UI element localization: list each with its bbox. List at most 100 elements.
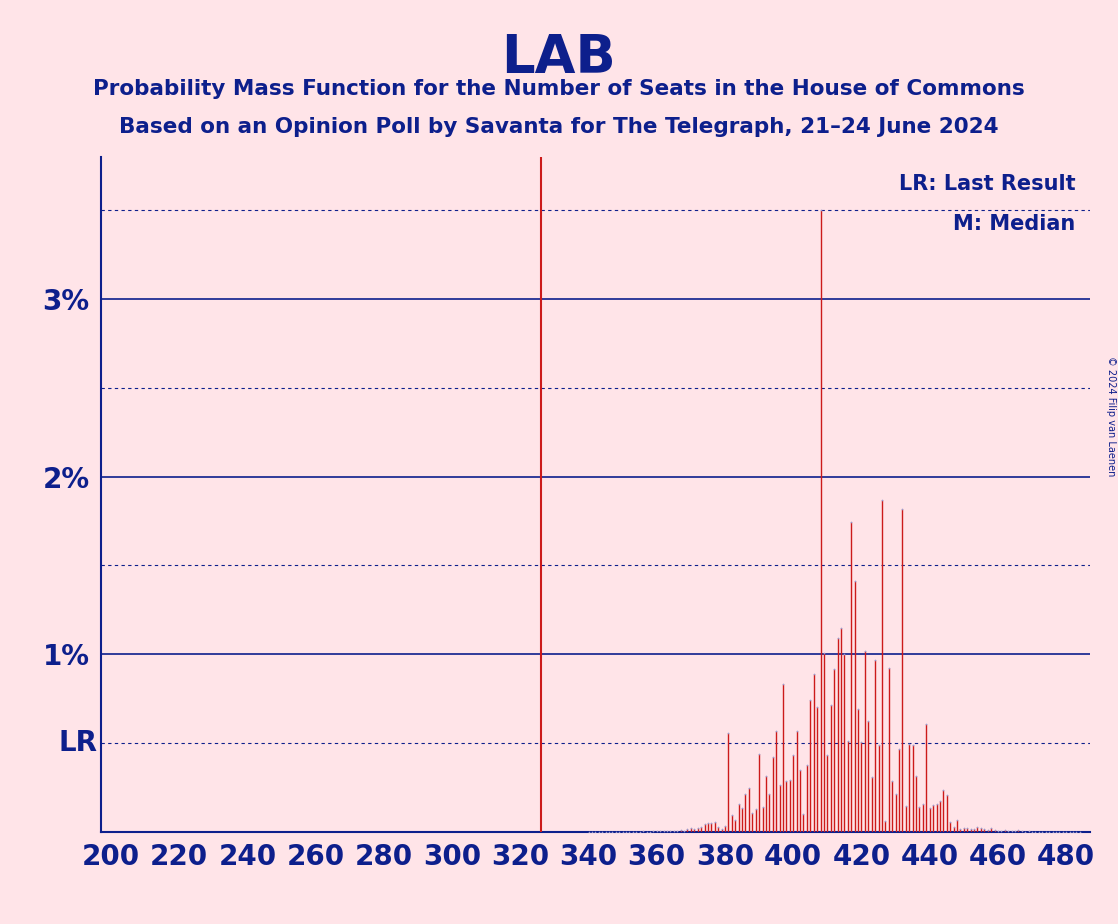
Point bbox=[1043, 824, 1061, 839]
Point bbox=[993, 823, 1011, 838]
Point bbox=[978, 823, 996, 838]
Point bbox=[600, 824, 618, 839]
Point bbox=[594, 824, 612, 839]
Point bbox=[815, 646, 833, 661]
Point bbox=[845, 574, 863, 589]
Text: Probability Mass Function for the Number of Seats in the House of Commons: Probability Mass Function for the Number… bbox=[93, 79, 1025, 99]
Point bbox=[1071, 824, 1089, 839]
Point bbox=[617, 824, 635, 839]
Point bbox=[743, 806, 761, 821]
Point bbox=[856, 643, 874, 658]
Point bbox=[897, 798, 915, 813]
Point bbox=[610, 824, 628, 839]
Point bbox=[853, 736, 871, 750]
Point bbox=[812, 203, 830, 218]
Point bbox=[890, 741, 908, 756]
Point bbox=[1068, 824, 1086, 839]
Point bbox=[723, 808, 741, 822]
Point bbox=[842, 515, 860, 529]
Point bbox=[607, 824, 625, 839]
Point bbox=[975, 821, 993, 836]
Point bbox=[587, 824, 605, 839]
Point bbox=[685, 821, 703, 836]
Point bbox=[1064, 824, 1082, 839]
Text: M: Median: M: Median bbox=[953, 213, 1076, 234]
Point bbox=[1036, 824, 1054, 839]
Point bbox=[788, 724, 806, 739]
Point bbox=[925, 797, 942, 812]
Text: LAB: LAB bbox=[502, 32, 616, 84]
Point bbox=[582, 824, 600, 839]
Point bbox=[1051, 824, 1069, 839]
Point bbox=[1040, 824, 1058, 839]
Point bbox=[802, 692, 819, 707]
Point bbox=[597, 824, 615, 839]
Point bbox=[945, 820, 963, 834]
Text: © 2024 Filip van Laenen: © 2024 Filip van Laenen bbox=[1106, 356, 1116, 476]
Point bbox=[637, 824, 655, 839]
Point bbox=[1003, 823, 1021, 838]
Point bbox=[659, 824, 676, 839]
Point bbox=[750, 747, 768, 761]
Point bbox=[931, 794, 949, 808]
Point bbox=[828, 631, 846, 646]
Point bbox=[883, 773, 901, 788]
Point bbox=[764, 749, 781, 764]
Point bbox=[822, 698, 840, 712]
Point bbox=[893, 502, 911, 517]
Point bbox=[825, 663, 843, 677]
Point bbox=[907, 769, 925, 784]
Point bbox=[860, 713, 878, 728]
Point bbox=[961, 822, 979, 837]
Point bbox=[935, 783, 953, 797]
Text: Based on an Opinion Poll by Savanta for The Telegraph, 21–24 June 2024: Based on an Opinion Poll by Savanta for … bbox=[120, 117, 998, 138]
Point bbox=[770, 777, 788, 792]
Point bbox=[873, 492, 891, 507]
Point bbox=[989, 824, 1007, 839]
Point bbox=[651, 823, 669, 838]
Point bbox=[866, 652, 884, 667]
Point bbox=[720, 726, 738, 741]
Point bbox=[792, 763, 809, 778]
Point bbox=[614, 824, 632, 839]
Point bbox=[1026, 824, 1044, 839]
Point bbox=[747, 802, 765, 817]
Point bbox=[1061, 824, 1079, 839]
Point bbox=[655, 823, 673, 838]
Point bbox=[996, 823, 1014, 838]
Point bbox=[955, 821, 973, 835]
Point bbox=[805, 667, 823, 682]
Point bbox=[849, 702, 866, 717]
Point bbox=[1010, 823, 1027, 838]
Point bbox=[921, 801, 939, 816]
Point bbox=[941, 814, 959, 829]
Point bbox=[634, 824, 652, 839]
Point bbox=[620, 824, 638, 839]
Point bbox=[808, 699, 826, 714]
Point bbox=[1033, 824, 1051, 839]
Point bbox=[870, 737, 888, 752]
Point bbox=[1006, 824, 1024, 839]
Point bbox=[910, 799, 928, 814]
Point bbox=[716, 819, 733, 833]
Point bbox=[863, 769, 881, 784]
Point bbox=[972, 821, 989, 835]
Point bbox=[604, 824, 622, 839]
Point bbox=[627, 824, 645, 839]
Point bbox=[737, 787, 755, 802]
Point bbox=[785, 748, 803, 762]
Point bbox=[754, 800, 771, 815]
Point bbox=[832, 620, 850, 635]
Point bbox=[1023, 824, 1041, 839]
Point bbox=[928, 796, 946, 811]
Point bbox=[982, 821, 999, 836]
Point bbox=[669, 824, 686, 839]
Point bbox=[709, 820, 727, 834]
Point bbox=[798, 758, 816, 772]
Point bbox=[682, 821, 700, 835]
Point bbox=[1058, 824, 1076, 839]
Point bbox=[712, 821, 730, 836]
Point bbox=[665, 823, 683, 838]
Point bbox=[918, 716, 936, 731]
Point bbox=[672, 823, 690, 838]
